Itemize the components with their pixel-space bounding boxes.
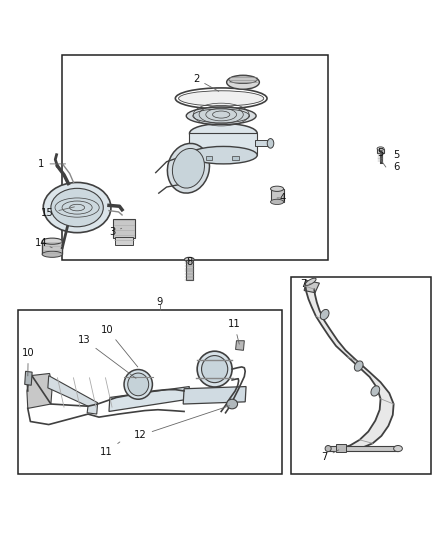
Ellipse shape [197,351,232,387]
Polygon shape [328,446,398,451]
Ellipse shape [371,386,380,396]
Text: 2: 2 [193,74,219,91]
Ellipse shape [267,139,274,148]
Polygon shape [377,149,384,153]
Polygon shape [48,376,98,414]
Polygon shape [236,341,244,350]
Ellipse shape [51,188,103,227]
Ellipse shape [42,238,62,244]
Ellipse shape [42,251,62,257]
Ellipse shape [226,75,259,89]
Text: 7: 7 [321,450,339,462]
Polygon shape [183,386,246,404]
Polygon shape [206,157,212,159]
Ellipse shape [320,310,329,320]
Ellipse shape [190,147,257,164]
Bar [291,277,431,474]
Ellipse shape [173,149,205,188]
Polygon shape [113,220,135,238]
Text: 14: 14 [35,238,52,248]
Ellipse shape [128,373,149,395]
Ellipse shape [394,446,403,451]
Ellipse shape [201,356,228,383]
Ellipse shape [190,124,257,143]
Text: 5: 5 [378,148,384,158]
Ellipse shape [179,91,264,106]
Polygon shape [42,241,62,254]
Polygon shape [304,280,319,293]
Text: 10: 10 [22,348,35,376]
Polygon shape [115,237,134,245]
Polygon shape [25,372,32,385]
Text: 12: 12 [134,406,230,440]
Ellipse shape [186,107,256,125]
Bar [62,55,328,260]
Polygon shape [189,133,258,155]
Ellipse shape [167,143,209,193]
Ellipse shape [226,399,237,409]
Ellipse shape [193,109,250,123]
Text: 15: 15 [41,207,74,218]
Ellipse shape [354,361,363,371]
Ellipse shape [124,369,152,399]
Polygon shape [336,444,346,452]
Ellipse shape [271,186,284,191]
Text: 7: 7 [300,279,311,289]
Text: 13: 13 [78,335,136,378]
Polygon shape [255,140,271,147]
Ellipse shape [305,278,316,285]
Polygon shape [109,386,189,411]
Bar [18,310,283,474]
Ellipse shape [325,446,331,451]
Ellipse shape [271,199,284,205]
Text: 6: 6 [394,162,400,172]
Text: 11: 11 [228,319,240,344]
Text: 5: 5 [394,150,400,160]
Text: 10: 10 [101,325,138,367]
Text: 4: 4 [277,193,286,203]
Polygon shape [186,260,193,280]
Polygon shape [305,286,394,449]
Text: 3: 3 [109,228,122,237]
Polygon shape [232,157,239,159]
Ellipse shape [229,76,257,84]
Polygon shape [271,189,284,202]
Text: 8: 8 [186,257,192,267]
Ellipse shape [43,182,111,233]
Ellipse shape [377,147,384,150]
Polygon shape [27,374,52,408]
Text: 11: 11 [100,442,120,457]
Text: 9: 9 [157,297,163,308]
Text: 1: 1 [38,159,66,169]
Ellipse shape [184,257,194,262]
